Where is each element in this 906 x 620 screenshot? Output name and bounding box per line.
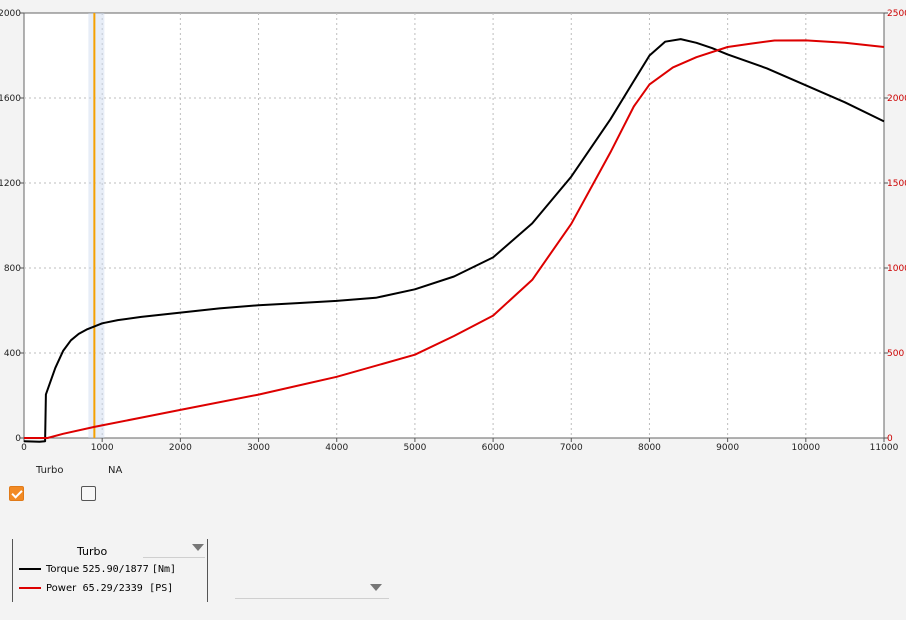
x-tick-label: 0: [21, 443, 27, 453]
hover-band: [88, 13, 105, 438]
power-legend-name: Power: [46, 583, 77, 594]
torque-legend-name: Torque: [46, 564, 80, 575]
power-swatch: [19, 587, 41, 589]
x-tick-label: 10000: [791, 443, 820, 453]
x-tick-label: 7000: [560, 443, 583, 453]
x-tick-label: 8000: [638, 443, 661, 453]
y-right-tick-label: 0: [887, 434, 893, 444]
y-right-tick-label: 1000: [887, 264, 906, 274]
y-left-tick-label: 1600: [0, 94, 21, 104]
y-left-tick-label: 2000: [0, 9, 21, 19]
secondary-dropdown-underline: [235, 598, 389, 599]
legend-panel: Turbo Torque 525.90/1877 [Nm] Power 65.2…: [12, 539, 208, 602]
power-legend-unit: [PS]: [149, 583, 174, 594]
turbo-checkbox[interactable]: [9, 486, 24, 501]
power-line: [24, 39, 885, 439]
x-tick-label: 6000: [482, 443, 505, 453]
y-left-tick-label: 800: [4, 264, 21, 274]
na-mode-label: NA: [108, 465, 123, 476]
x-tick-label: 3000: [247, 443, 270, 453]
y-left-tick-label: 0: [15, 434, 21, 444]
torque-line: [23, 38, 885, 443]
power-legend-value: 65.29/2339: [82, 583, 143, 594]
y-right-tick-label: 1500: [887, 179, 906, 189]
torque-legend-unit: [Nm]: [151, 564, 177, 575]
dyno-chart: 0 1000 2000 3000 4000 5000 6000 7000 8000 9000 100…: [0, 9, 906, 453]
turbo-mode-label: Turbo: [36, 465, 64, 476]
legend-row-torque: Torque 525.90/1877 [Nm]: [19, 564, 176, 580]
x-tick-label: 9000: [716, 443, 739, 453]
x-tick-label: 1000: [91, 443, 114, 453]
legend-dropdown-underline: [143, 557, 205, 558]
y-left-tick-label: 1200: [0, 179, 21, 189]
legend-row-power: Power 65.29/2339 [PS]: [19, 583, 173, 599]
x-tick-label: 5000: [403, 443, 426, 453]
chart-axes: 0 1000 2000 3000 4000 5000 6000 7000 8000 9000 100…: [0, 9, 906, 453]
secondary-dropdown-arrow[interactable]: [370, 584, 382, 591]
y-right-tick-label: 2500: [887, 9, 906, 19]
legend-title: Turbo: [77, 545, 108, 558]
x-tick-label: 4000: [325, 443, 348, 453]
x-tick-label: 11000: [870, 443, 899, 453]
na-checkbox[interactable]: [81, 486, 96, 501]
legend-dropdown-arrow[interactable]: [192, 544, 204, 551]
y-right-tick-label: 500: [887, 349, 904, 359]
plot-area: [23, 12, 885, 439]
torque-swatch: [19, 568, 41, 570]
torque-legend-value: 525.90/1877: [82, 564, 149, 575]
y-left-tick-label: 400: [4, 349, 21, 359]
y-right-tick-label: 2000: [887, 94, 906, 104]
x-tick-label: 2000: [169, 443, 192, 453]
chart-series: [23, 38, 885, 443]
